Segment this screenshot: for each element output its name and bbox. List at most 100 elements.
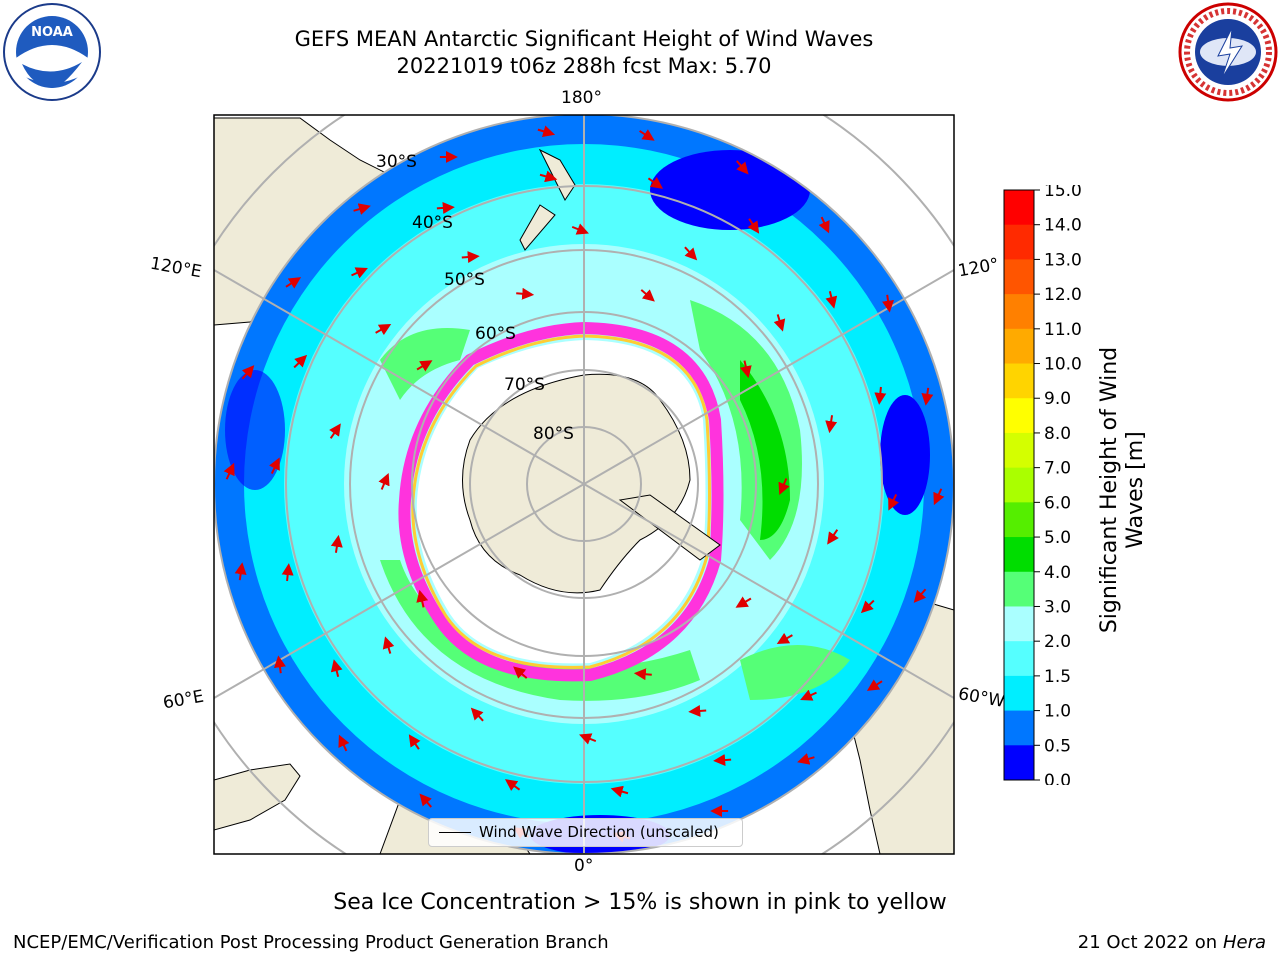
wind-arrow-icon <box>639 129 655 141</box>
colorbar-tick-label: 0.0 <box>1044 771 1071 785</box>
lat-label: 50°S <box>444 270 485 290</box>
wind-arrow-icon <box>640 289 655 302</box>
wind-arrow-icon <box>736 160 749 175</box>
colorbar-tick-label: 6.0 <box>1044 493 1071 513</box>
colorbar-segment <box>1004 606 1034 642</box>
lon-label-top: 180° <box>561 88 602 108</box>
wind-arrow-icon <box>285 277 302 289</box>
legend-line-icon <box>439 832 471 833</box>
colorbar-segment <box>1004 432 1034 469</box>
wind-arrow-icon <box>933 488 945 506</box>
colorbar: 15.0 14.0 13.0 12.0 11.0 10.0 9.0 8.0 7.0 6.0 5.0 4… <box>1003 185 1082 785</box>
colorbar-segment <box>1004 224 1034 260</box>
wind-arrow-icon <box>351 267 368 279</box>
colorbar-segment <box>1004 537 1034 573</box>
wind-arrow-icon <box>860 599 875 614</box>
wind-arrow-icon <box>888 493 899 511</box>
wind-arrow-icon <box>539 170 558 183</box>
footer-host: Hera <box>1222 932 1266 953</box>
colorbar-tick-label: 15.0 <box>1044 185 1082 201</box>
colorbar-tick-label: 5.0 <box>1044 528 1071 548</box>
lat-label: 80°S <box>533 424 574 444</box>
wind-arrow-icon <box>874 386 887 405</box>
chart-title: GEFS MEAN Antarctic Significant Height o… <box>294 27 874 51</box>
wind-arrow-icon <box>274 655 286 674</box>
colorbar-segment <box>1004 675 1034 712</box>
colorbar-segment <box>1004 259 1034 295</box>
wind-arrow-icon <box>516 287 535 300</box>
colorbar-segment <box>1004 745 1034 781</box>
colorbar-tick-label: 4.0 <box>1044 563 1071 583</box>
colorbar-tick-label: 3.0 <box>1044 597 1071 617</box>
wind-arrow-icon <box>470 707 484 722</box>
colorbar-tick-label: 14.0 <box>1044 216 1082 236</box>
colorbar-tick-label: 10.0 <box>1044 355 1082 375</box>
colorbar-segment <box>1004 328 1034 365</box>
nws-logo-icon <box>1178 2 1278 102</box>
wind-arrow-icon <box>330 659 343 677</box>
wind-arrow-icon <box>825 291 838 309</box>
footer-credit: NCEP/EMC/Verification Post Processing Pr… <box>13 932 609 953</box>
wind-arrow-icon <box>773 314 786 332</box>
wind-arrow-icon <box>537 125 556 138</box>
wave-band-east-core <box>740 360 790 540</box>
wind-arrow-icon <box>269 457 280 475</box>
wind-arrow-icon <box>797 753 815 765</box>
colorbar-tick-label: 1.5 <box>1044 667 1071 687</box>
wind-arrow-icon <box>408 734 421 750</box>
wind-arrow-icon <box>688 704 707 717</box>
colorbar-segment <box>1004 710 1034 746</box>
map-legend: Wind Wave Direction (unscaled) <box>428 818 743 847</box>
colorbar-segment <box>1004 467 1034 503</box>
wind-arrow-icon <box>610 785 629 798</box>
wind-arrow-icon <box>776 632 793 645</box>
wind-arrow-icon <box>825 415 838 434</box>
wind-arrow-icon <box>436 202 455 214</box>
wind-arrow-icon <box>778 478 790 496</box>
wind-arrow-icon <box>241 365 255 380</box>
wind-arrow-icon <box>800 689 817 701</box>
wind-arrow-icon <box>866 679 883 691</box>
wind-arrow-icon <box>416 360 433 372</box>
sea-ice-caption: Sea Ice Concentration > 15% is shown in … <box>333 890 947 915</box>
wind-arrow-icon <box>504 779 521 792</box>
colorbar-tick-label: 9.0 <box>1044 389 1071 409</box>
colorbar-segment <box>1004 641 1034 677</box>
wind-arrow-icon <box>338 734 350 752</box>
wind-arrow-icon <box>353 203 371 215</box>
lat-label: 40°S <box>412 213 453 233</box>
wind-arrow-icon <box>281 563 294 582</box>
colorbar-segment <box>1004 571 1034 607</box>
wind-arrow-icon <box>684 246 698 261</box>
colorbar-segment <box>1004 190 1034 226</box>
footer-date: 21 Oct 2022 on Hera <box>1078 932 1266 953</box>
wind-arrow-icon <box>293 354 308 369</box>
wind-arrow-icon <box>571 223 589 235</box>
legend-label: Wind Wave Direction (unscaled) <box>479 823 719 841</box>
wind-arrow-icon <box>647 176 664 189</box>
wind-arrow-icon <box>223 125 945 843</box>
wind-arrow-icon <box>735 596 752 608</box>
wind-arrow-icon <box>419 793 432 808</box>
wind-arrow-icon <box>513 666 528 679</box>
lat-label: 30°S <box>376 152 417 172</box>
colorbar-segment <box>1004 398 1034 434</box>
lat-label: 70°S <box>504 375 545 395</box>
colorbar-tick-label: 2.0 <box>1044 632 1071 652</box>
wind-arrow-icon <box>739 360 752 379</box>
land-africa <box>214 763 301 831</box>
colorbar-segment <box>1004 294 1034 330</box>
colorbar-tick-label: 1.0 <box>1044 702 1071 722</box>
colorbar-tick-label: 8.0 <box>1044 424 1071 444</box>
colorbar-label: Significant Height of Wind Waves [m] <box>1097 346 1148 634</box>
wind-arrow-icon <box>416 589 429 608</box>
wave-band-southeast <box>740 645 850 700</box>
wind-arrow-icon <box>223 462 235 480</box>
lat-label: 60°S <box>475 324 516 344</box>
wind-arrow-icon <box>713 754 732 766</box>
graticule <box>214 115 954 854</box>
colorbar-segment <box>1004 502 1034 538</box>
noaa-logo-icon: NOAA <box>3 3 101 101</box>
wind-arrow-icon <box>579 733 597 745</box>
